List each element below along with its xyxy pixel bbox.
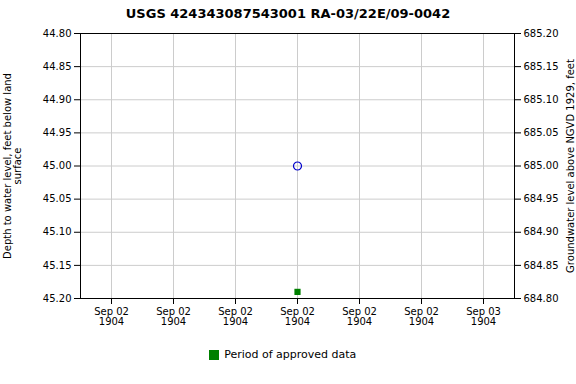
svg-text:Depth to water level, feet bel: Depth to water level, feet below landsur…: [2, 73, 23, 259]
svg-text:685.00: 685.00: [524, 160, 559, 171]
svg-text:45.00: 45.00: [43, 160, 72, 171]
svg-text:Sep 021904: Sep 021904: [94, 306, 129, 327]
svg-text:685.05: 685.05: [524, 127, 559, 138]
svg-text:684.95: 684.95: [524, 193, 559, 204]
svg-text:Sep 021904: Sep 021904: [342, 306, 377, 327]
svg-text:684.90: 684.90: [524, 226, 559, 237]
html-text:USGS 424343087543001 RA-03/22E: USGS 424343087543001 RA-03/22E/09-0042: [125, 6, 451, 21]
svg-text:44.90: 44.90: [43, 94, 72, 105]
svg-text:Groundwater level above NGVD 1: Groundwater level above NGVD 1929, feet: [565, 59, 576, 273]
svg-text:Sep 021904: Sep 021904: [156, 306, 191, 327]
svg-text:684.85: 684.85: [524, 260, 559, 271]
svg-text:Sep 031904: Sep 031904: [466, 306, 501, 327]
svg-text:44.80: 44.80: [43, 28, 72, 39]
svg-text:44.95: 44.95: [43, 127, 72, 138]
svg-text:685.20: 685.20: [524, 28, 559, 39]
svg-text:45.15: 45.15: [43, 260, 72, 271]
svg-text:44.85: 44.85: [43, 61, 72, 72]
svg-text:Sep 021904: Sep 021904: [218, 306, 253, 327]
svg-text:45.05: 45.05: [43, 193, 72, 204]
svg-text:685.10: 685.10: [524, 94, 559, 105]
svg-text:45.10: 45.10: [43, 226, 72, 237]
svg-text:Sep 021904: Sep 021904: [404, 306, 439, 327]
svg-text:Sep 021904: Sep 021904: [280, 306, 315, 327]
html-text:Period of approved data: Period of approved data: [224, 348, 357, 361]
svg-text:45.20: 45.20: [43, 293, 72, 304]
svg-text:685.15: 685.15: [524, 61, 559, 72]
svg-text:684.80: 684.80: [524, 293, 559, 304]
